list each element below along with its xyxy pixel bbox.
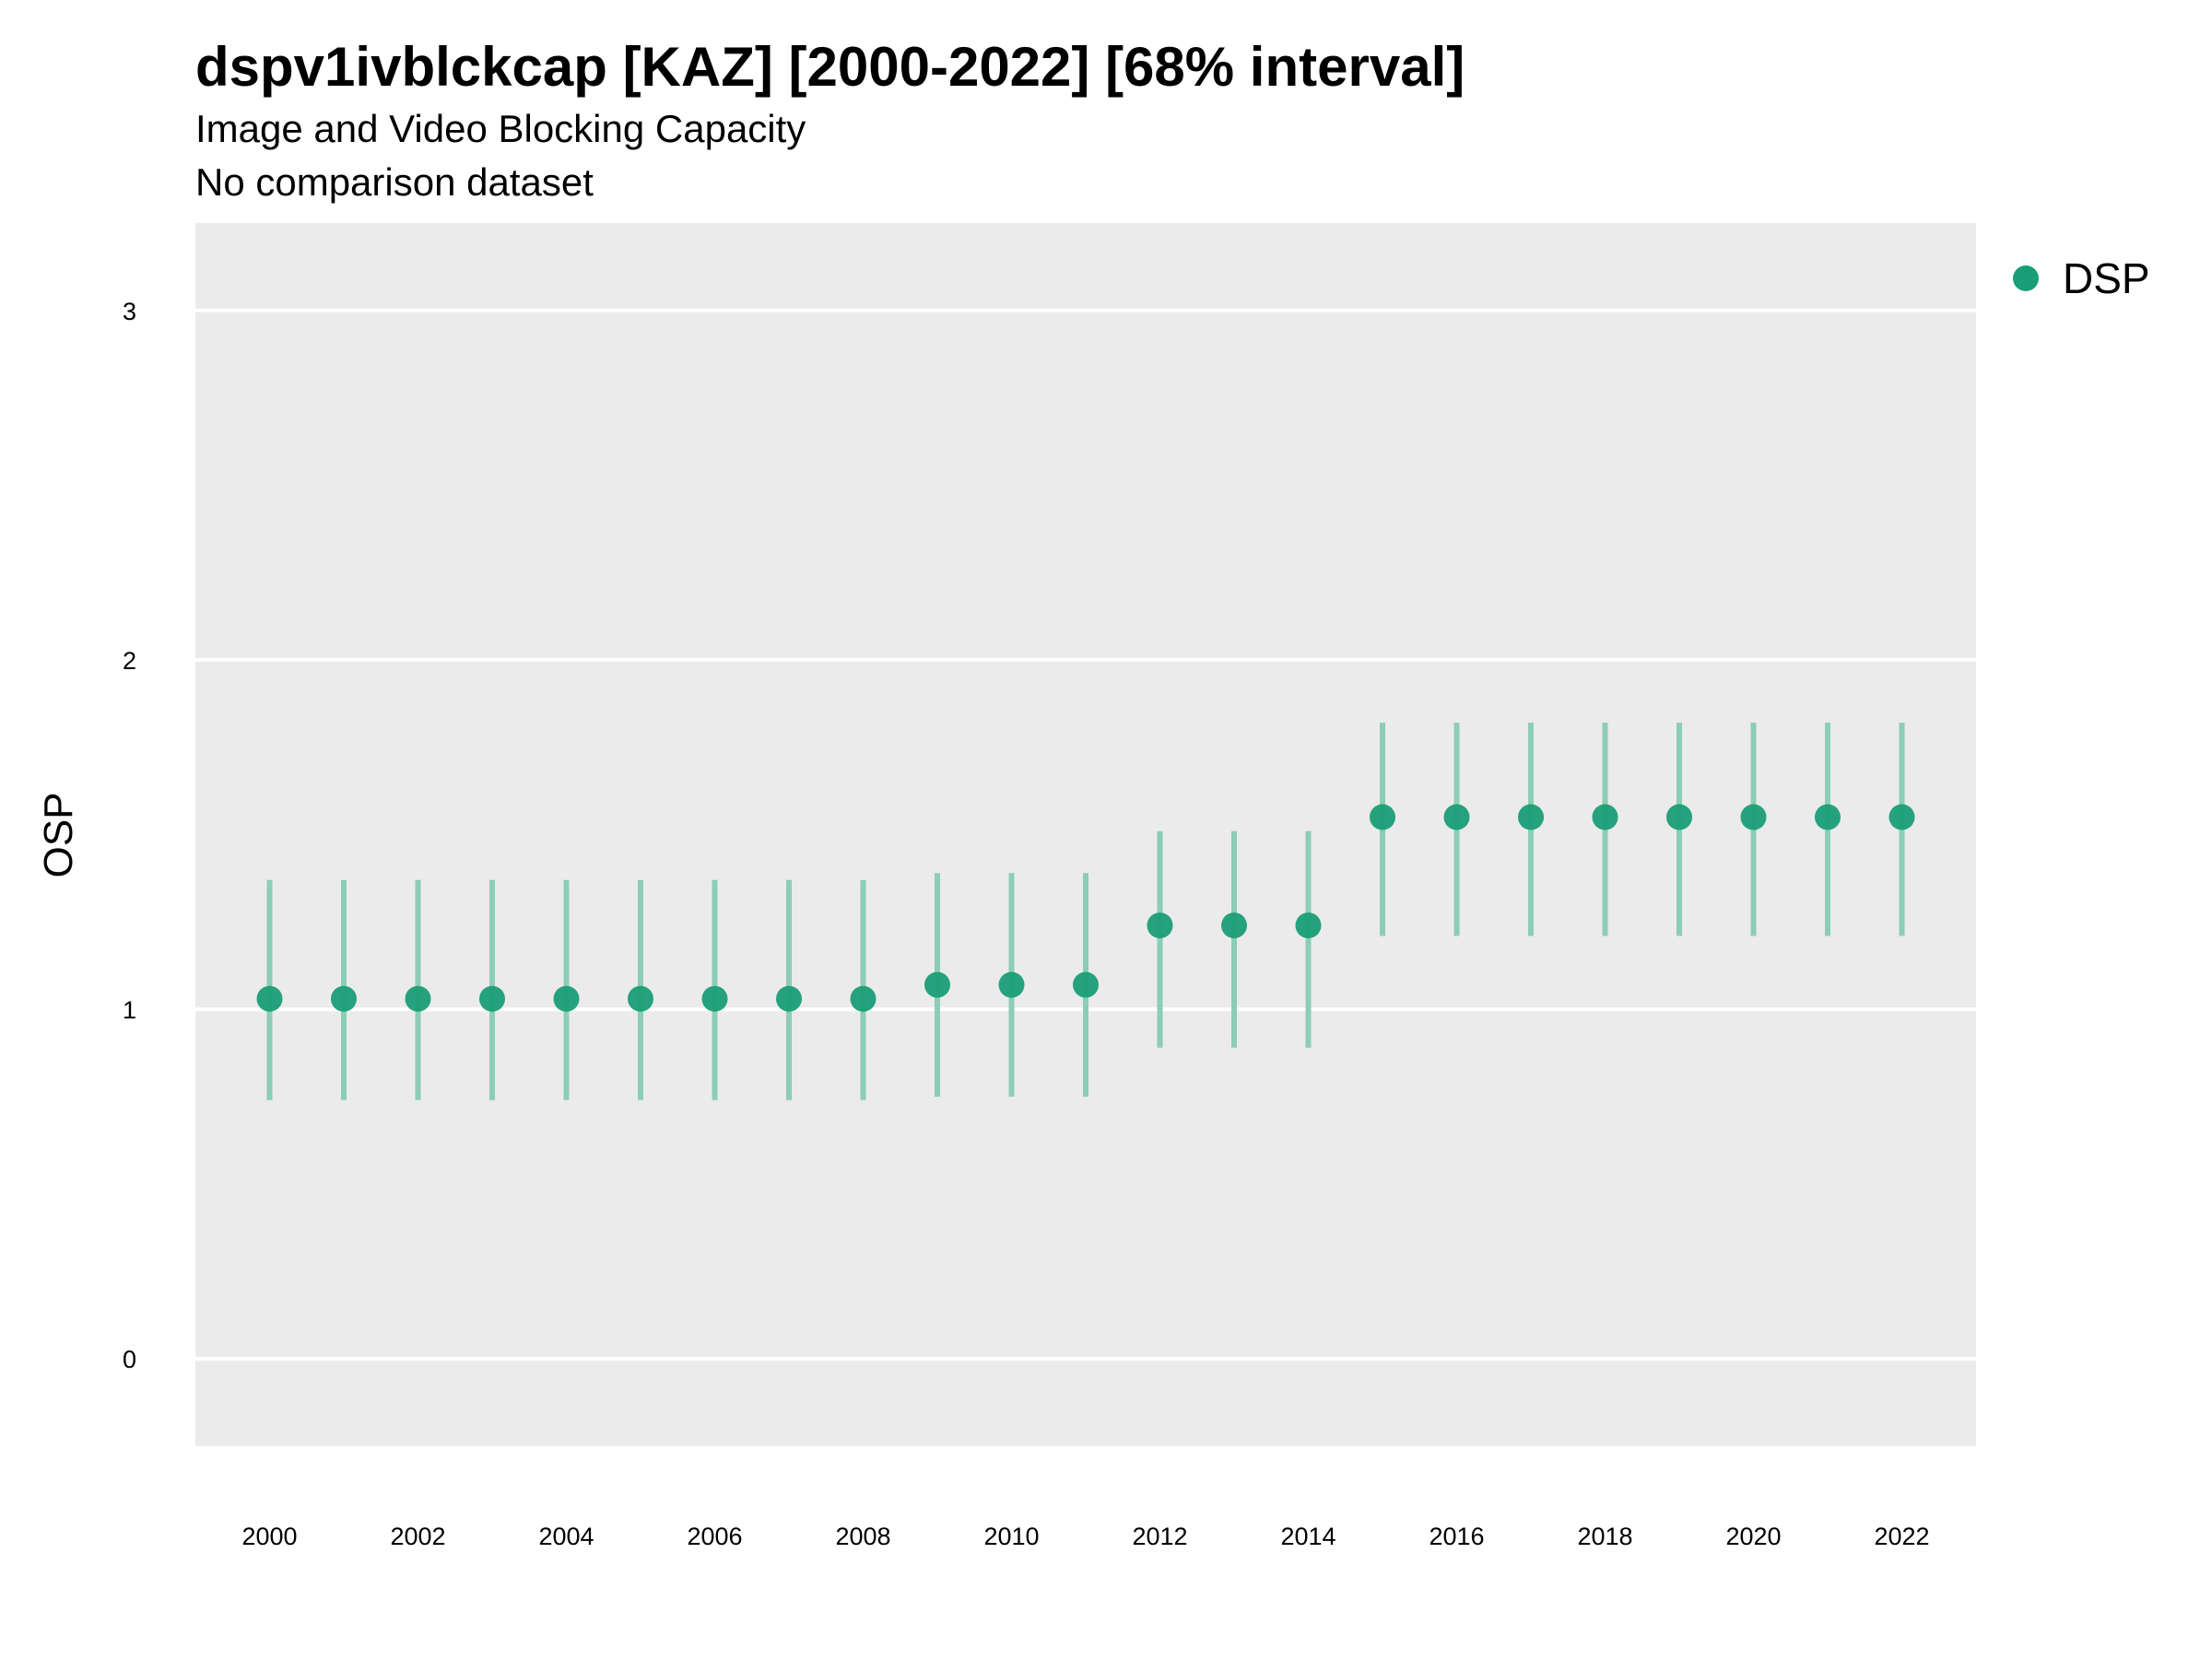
data-point [331, 985, 357, 1012]
x-tick-label: 2014 [1280, 1523, 1335, 1550]
chart-title: dspv1ivblckcap [KAZ] [2000-2022] [68% in… [195, 36, 1465, 98]
y-tick-label: 2 [123, 647, 136, 675]
data-point [1443, 804, 1470, 830]
data-point [1295, 912, 1322, 939]
plot-panel [195, 223, 1976, 1446]
data-point [256, 985, 283, 1012]
data-point [1740, 804, 1767, 830]
data-point [1221, 912, 1247, 939]
x-tick-label: 2006 [687, 1523, 742, 1550]
data-points [256, 804, 1915, 1012]
data-point [628, 985, 653, 1012]
x-tick-label: 2004 [538, 1523, 594, 1550]
y-tick-label: 1 [123, 996, 136, 1024]
y-tick-label: 0 [123, 1346, 136, 1373]
legend-label-dsp: DSP [2063, 254, 2150, 302]
data-point [701, 985, 728, 1012]
chart-subtitle-comparison: No comparison dataset [195, 160, 594, 204]
y-tick-label: 3 [123, 298, 136, 325]
data-point [1518, 804, 1544, 830]
data-point [1815, 804, 1841, 830]
data-point [1370, 804, 1395, 830]
x-tick-label: 2018 [1577, 1523, 1632, 1550]
x-tick-label: 2000 [241, 1523, 297, 1550]
data-point [1666, 804, 1692, 830]
x-tick-label: 2016 [1429, 1523, 1484, 1550]
data-point [553, 985, 580, 1012]
data-point [479, 985, 505, 1012]
x-tick-label: 2020 [1725, 1523, 1781, 1550]
x-tick-label: 2022 [1874, 1523, 1929, 1550]
data-point [924, 971, 950, 998]
x-tick-label: 2012 [1132, 1523, 1187, 1550]
data-point [850, 985, 877, 1012]
legend-key-dsp [2013, 265, 2039, 291]
y-axis-label: OSP [36, 793, 81, 878]
data-point [998, 971, 1025, 998]
data-point [776, 985, 802, 1012]
data-point [405, 985, 431, 1012]
x-tick-label: 2002 [390, 1523, 445, 1550]
legend: DSP [2013, 254, 2150, 302]
x-tick-labels: 2000 2002 2004 2006 2008 2010 2012 2014 2016 2018… [241, 1523, 1929, 1550]
chart-subtitle: Image and Video Blocking Capacity [195, 107, 806, 150]
data-point [1147, 912, 1173, 939]
x-tick-label: 2010 [983, 1523, 1039, 1550]
data-point [1592, 804, 1618, 830]
y-tick-labels: 0 1 2 3 [123, 298, 136, 1373]
data-point [1073, 971, 1099, 998]
data-point [1888, 804, 1915, 830]
x-tick-label: 2008 [835, 1523, 890, 1550]
